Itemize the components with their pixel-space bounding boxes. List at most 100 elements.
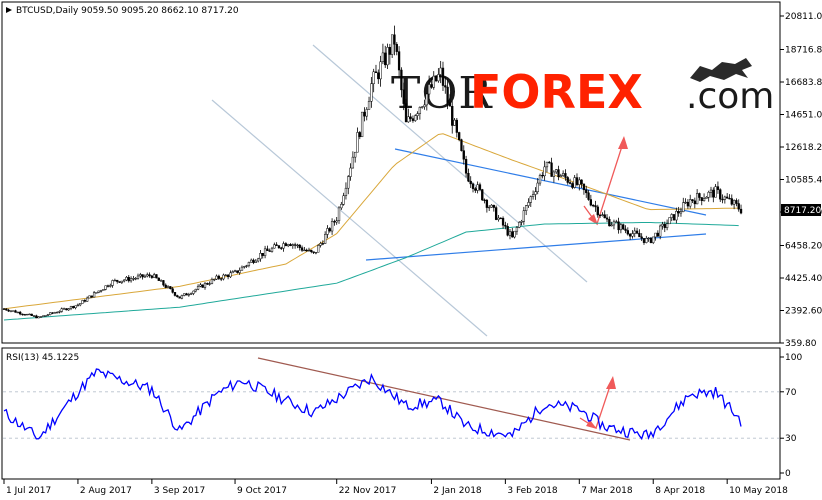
price-candle [333,219,336,226]
price-candle [208,281,211,286]
candle-body [199,284,202,287]
price-candle [146,272,149,278]
candle-body [732,200,736,205]
price-candle [90,295,93,299]
candle-body [518,222,521,228]
price-candle [716,181,720,194]
price-candle [686,199,690,209]
price-candle [522,206,526,225]
candle-body [672,214,676,221]
candle-body [370,83,373,102]
time-tick-label: 22 Nov 2017 [339,486,397,496]
price-candle [273,242,276,249]
price-candle [291,243,294,249]
price-candle [379,55,382,87]
price-candle [446,79,449,110]
candle-body [169,286,172,289]
candle-body [638,232,641,238]
price-candle [386,43,389,69]
price-axis: 20811.00 18716.80 16683.80 14651.00 12618.20… [780,12,822,349]
price-candle [55,311,59,314]
price-candle [250,258,253,263]
price-candle [12,310,15,312]
candle-body [564,173,567,178]
candle-body [319,243,322,246]
price-candle [430,78,433,89]
price-candle [166,285,170,289]
price-candle [25,313,29,316]
price-candle [492,204,495,212]
candle-body [659,225,662,237]
candle-body [183,293,186,296]
price-candle [520,219,523,226]
bull-logo-icon [690,58,752,82]
candle-body [640,236,643,239]
candle-body [349,167,352,177]
candle-body [344,187,348,196]
candle-body [603,214,606,219]
price-candle [712,187,715,203]
candle-body [384,52,387,66]
candle-body [273,244,276,249]
candle-body [400,69,403,91]
candle-body [735,200,738,204]
price-candle [363,107,366,122]
candle-body [663,223,666,228]
candle-body [266,248,269,251]
price-candle [344,182,348,200]
price-candle [319,241,322,248]
price-candle [557,165,560,181]
price-candle [665,219,669,231]
rsi-series-line [3,368,742,441]
candle-body [723,196,727,200]
candle-body [446,86,449,103]
price-candle [231,270,234,274]
price-candle [23,313,26,316]
price-candle [656,230,660,238]
price-candle [148,272,151,278]
candle-body [453,119,456,126]
price-candle [201,284,204,288]
price-candle [476,181,479,194]
price-candle [173,292,177,297]
candle-body [95,292,98,294]
price-candle [455,117,458,138]
candle-body [303,249,306,252]
price-candle [233,269,237,273]
price-candle [384,45,387,68]
price-candle [615,219,618,223]
price-candle [598,214,602,218]
price-candle [19,310,22,316]
moving-averages [3,133,739,321]
price-candle [705,196,708,199]
candle-body [354,151,357,158]
price-candle [67,308,70,311]
price-candle [328,227,331,233]
candle-body [58,311,61,313]
price-candle [388,43,391,65]
price-candle [287,243,290,248]
forecast-arrowhead-down [588,214,598,225]
watermark-prefix: TOR [391,68,493,119]
candle-body [268,250,271,252]
time-tick-label: 3 Sep 2017 [154,486,205,496]
price-candle [723,195,727,204]
candle-body [104,285,107,290]
candle-body [139,274,142,277]
candle-body [455,119,458,133]
candle-body [573,177,576,188]
candle-body [324,234,327,244]
price-candle [118,281,121,283]
price-candle [536,178,539,195]
candle-body [155,274,158,279]
price-candle [220,277,223,282]
candle-body [504,224,507,227]
candle-body [277,245,281,249]
price-candle [578,177,581,191]
price-candle [252,258,255,265]
candle-body [208,283,211,285]
candle-body [395,44,398,52]
candle-body [608,218,611,227]
price-candle [74,305,77,310]
price-candle [164,283,167,289]
